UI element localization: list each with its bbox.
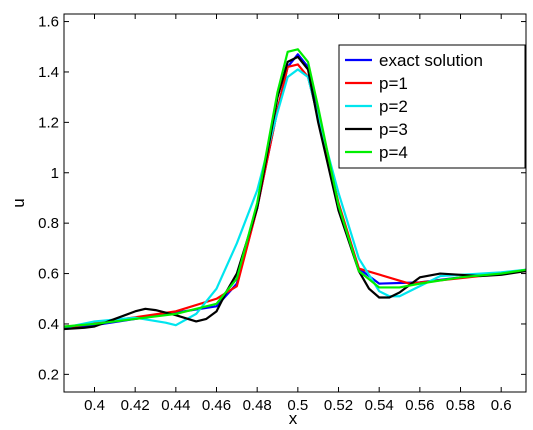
x-axis-label: x [289, 409, 298, 428]
x-tick-label: 0.46 [202, 397, 231, 414]
series-line-4 [63, 55, 527, 331]
legend-label: p=4 [379, 143, 408, 162]
x-tick-label: 0.4 [84, 397, 105, 414]
y-tick-label: 0.6 [38, 266, 59, 283]
x-tick-label: 0.5 [287, 397, 308, 414]
x-tick-label: 0.6 [491, 397, 512, 414]
x-tick-label: 0.56 [405, 397, 434, 414]
y-tick-label: 1.2 [38, 114, 59, 131]
series-line-3 [63, 68, 527, 329]
y-tick-label: 1.4 [38, 64, 59, 81]
legend-label: p=2 [379, 97, 408, 116]
y-tick-label: 1.6 [38, 14, 59, 31]
legend: exact solution p=1 p=2 p=3 p=4 [338, 44, 526, 169]
x-tick-label: 0.54 [365, 397, 394, 414]
x-tick-label: 0.58 [446, 397, 475, 414]
y-axis-label: u [9, 198, 28, 207]
series-line-5 [63, 48, 527, 328]
legend-label: exact solution [379, 51, 483, 70]
legend-label: p=1 [379, 74, 408, 93]
legend-label: p=3 [379, 120, 408, 139]
tick-layer: 0.4 0.42 0.44 0.46 0.48 0.5 0.52 0.54 0.56 0.58 0.… [38, 14, 526, 414]
x-tick-label: 0.48 [243, 397, 272, 414]
x-tick-label: 0.44 [161, 397, 190, 414]
y-tick-label: 0.2 [38, 366, 59, 383]
y-tick-label: 1 [51, 165, 59, 182]
y-tick-label: 0.4 [38, 316, 59, 333]
series-layer [63, 48, 527, 331]
x-tick-label: 0.42 [121, 397, 150, 414]
y-tick-label: 0.8 [38, 215, 59, 232]
x-tick-label: 0.52 [324, 397, 353, 414]
plot-frame [63, 13, 527, 393]
